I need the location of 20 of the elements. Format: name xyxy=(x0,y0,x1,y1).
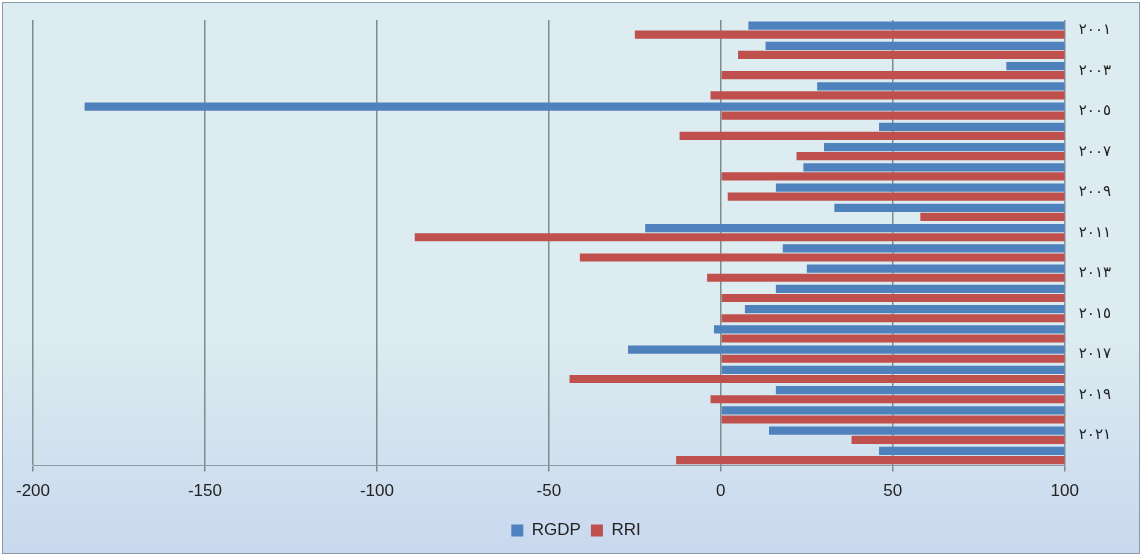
y-tick-label: ٢٠٠٩ xyxy=(1078,182,1112,201)
legend-label: RRI xyxy=(611,520,641,540)
x-tick-label: -100 xyxy=(359,481,394,501)
x-tick-label: 50 xyxy=(883,481,903,501)
y-tick-label: ٢٠٢١ xyxy=(1078,425,1112,444)
x-tick-label: 0 xyxy=(716,481,726,501)
x-tick-label: -50 xyxy=(536,481,562,501)
y-tick-label: ٢٠١١ xyxy=(1078,222,1112,241)
y-tick-label: ٢٠٠٧ xyxy=(1078,141,1112,160)
legend-label: RGDP xyxy=(531,520,581,540)
x-tick-label: 100 xyxy=(1050,481,1079,501)
x-tick-label: -200 xyxy=(15,481,51,501)
y-tick-label: ٢٠١٩ xyxy=(1078,384,1112,403)
y-tick-label: ٢٠١٥ xyxy=(1078,303,1112,322)
y-tick-label: ٢٠٠١ xyxy=(1078,20,1112,39)
y-tick-label: ٢٠١٣ xyxy=(1078,263,1112,282)
x-tick-label: -150 xyxy=(187,481,222,501)
y-tick-label: ٢٠٠٥ xyxy=(1078,101,1112,120)
y-tick-label: ٢٠٠٣ xyxy=(1078,60,1112,79)
y-tick-label: ٢٠١٧ xyxy=(1078,344,1112,363)
